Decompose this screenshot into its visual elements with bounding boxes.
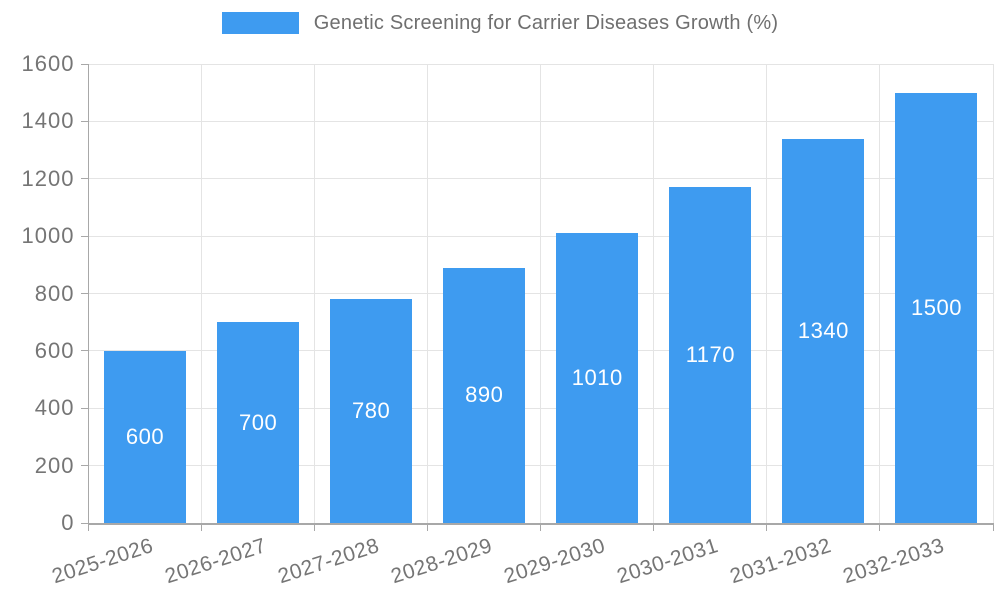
x-tick-label: 2025-2026 xyxy=(49,534,157,589)
x-tick-mark xyxy=(540,523,542,531)
x-tick-label: 2029-2030 xyxy=(501,534,609,589)
y-tick-label: 1600 xyxy=(21,51,75,76)
bar[interactable]: 780 xyxy=(330,299,413,523)
legend-label: Genetic Screening for Carrier Diseases G… xyxy=(313,12,779,34)
y-tick-label: 1200 xyxy=(21,165,75,191)
bar-value-label: 1340 xyxy=(797,317,849,343)
bar-value-label: 1010 xyxy=(571,365,623,391)
bar[interactable]: 890 xyxy=(443,267,526,523)
x-tick-mark xyxy=(201,523,203,531)
x-tick-label: 2027-2028 xyxy=(275,534,383,589)
y-tick-label: 1000 xyxy=(21,223,75,249)
y-tick-label: 800 xyxy=(34,280,75,306)
x-tick-mark xyxy=(766,523,768,531)
y-tick-mark xyxy=(80,235,89,237)
x-gridline xyxy=(427,64,429,523)
bar[interactable]: 1170 xyxy=(669,187,752,523)
x-tick-mark xyxy=(992,523,994,531)
x-tick-mark xyxy=(314,523,316,531)
y-tick-label: 1400 xyxy=(21,108,75,134)
y-tick-mark xyxy=(80,407,89,409)
bar-value-label: 700 xyxy=(238,409,278,435)
x-tick-label: 2026-2027 xyxy=(162,534,270,589)
bar-value-label: 780 xyxy=(352,398,391,424)
x-gridline xyxy=(766,64,768,523)
y-axis-line xyxy=(87,64,89,523)
bar[interactable]: 700 xyxy=(217,322,300,523)
y-tick-mark xyxy=(80,350,89,352)
x-tick-label: 2028-2029 xyxy=(388,534,496,589)
bar-value-label: 890 xyxy=(465,382,504,408)
bar-value-label: 1170 xyxy=(685,342,735,368)
x-tick-mark xyxy=(427,523,429,531)
bar[interactable]: 600 xyxy=(104,350,187,523)
y-tick-mark xyxy=(80,293,89,294)
y-tick-label: 200 xyxy=(34,452,75,478)
chart-legend[interactable]: Genetic Screening for Carrier Diseases G… xyxy=(0,0,1000,46)
x-tick-label: 2032-2033 xyxy=(840,534,948,589)
bar[interactable]: 1500 xyxy=(895,92,978,523)
y-tick-mark xyxy=(80,63,89,65)
bar-value-label: 1500 xyxy=(910,294,962,320)
y-tick-mark xyxy=(80,120,89,122)
x-tick-label: 2030-2031 xyxy=(614,534,722,589)
y-tick-label: 600 xyxy=(34,337,75,363)
x-tick-mark xyxy=(879,523,881,531)
x-gridline xyxy=(653,64,655,523)
x-gridline xyxy=(540,64,542,523)
y-tick-mark xyxy=(80,178,89,180)
y-tick-mark xyxy=(80,465,89,467)
y-tick-label: 0 xyxy=(61,510,75,535)
x-gridline xyxy=(201,64,203,523)
x-tick-mark xyxy=(653,523,655,531)
bar-value-label: 600 xyxy=(125,423,165,449)
x-gridline xyxy=(992,64,994,523)
x-gridline xyxy=(879,64,881,523)
x-tick-mark xyxy=(88,523,89,531)
bar[interactable]: 1340 xyxy=(782,138,865,523)
bar[interactable]: 1010 xyxy=(556,233,639,523)
legend-swatch xyxy=(221,12,299,34)
x-axis-line xyxy=(87,523,993,525)
y-tick-label: 400 xyxy=(34,395,75,421)
y-tick-mark xyxy=(80,522,89,524)
x-tick-label: 2031-2032 xyxy=(727,534,835,589)
x-gridline xyxy=(314,64,316,523)
